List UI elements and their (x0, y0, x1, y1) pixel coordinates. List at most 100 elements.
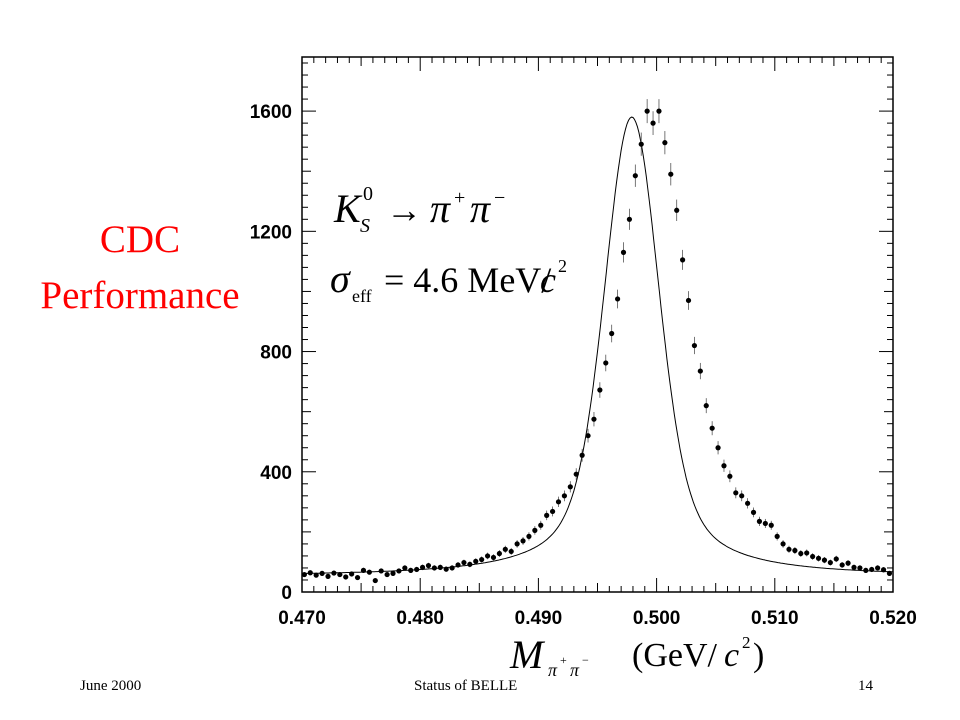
plot-frame (301, 56, 894, 593)
decay-pi-plus: π (430, 186, 451, 231)
data-point (839, 562, 845, 568)
decay-sup: 0 (363, 183, 373, 205)
data-point (603, 360, 609, 366)
data-point (573, 471, 579, 477)
xlabel-units: (GeV/ (632, 637, 718, 674)
data-point (638, 141, 644, 147)
data-point (479, 556, 485, 563)
xlabel-exp: 2 (742, 633, 751, 652)
data-point (520, 538, 526, 544)
data-point (656, 108, 662, 114)
data-point (626, 216, 633, 222)
data-point (437, 564, 443, 570)
data-point (668, 171, 674, 177)
data-point (384, 571, 390, 578)
data-point (496, 550, 502, 557)
sigma-exp: 2 (558, 256, 567, 276)
x-tick-label: 0.520 (869, 608, 917, 629)
data-point (851, 564, 857, 570)
data-point (414, 566, 420, 573)
data-point (857, 565, 863, 571)
data-point (490, 554, 497, 561)
data-point (378, 568, 384, 574)
data-point (721, 463, 727, 469)
data-point (798, 550, 804, 557)
data-point (319, 570, 325, 576)
data-point (845, 560, 851, 566)
data-point (875, 565, 881, 571)
data-point (301, 571, 307, 578)
data-point (680, 257, 686, 263)
axis-ticks (301, 57, 894, 593)
y-tick-label: 1200 (250, 222, 292, 243)
decay-arrow: → (386, 190, 422, 230)
data-point (674, 207, 680, 213)
decay-pi-minus: π (470, 186, 491, 231)
data-point (307, 570, 313, 576)
data-point (644, 108, 650, 114)
resolution-annotation: σ eff = 4.6 MeV/ c 2 (330, 256, 567, 306)
decay-annotation: K 0 S → π + π − (333, 183, 505, 237)
xlabel-pi1: π (548, 660, 558, 680)
data-point (585, 433, 591, 439)
data-point (467, 561, 473, 567)
xlabel-c: c (724, 637, 739, 674)
data-point (880, 567, 887, 573)
decay-plus: + (454, 187, 465, 209)
data-point (756, 518, 763, 524)
data-point (337, 571, 343, 578)
data-point (863, 567, 869, 573)
data-point (632, 173, 638, 179)
data-point (372, 577, 378, 584)
footer-date: June 2000 (80, 678, 142, 694)
data-point (508, 548, 514, 555)
xlabel-pi2: π (570, 660, 580, 680)
decay-minus: − (494, 187, 505, 209)
sigma-symbol: σ (330, 256, 351, 301)
data-point (762, 520, 768, 527)
data-point (662, 140, 668, 146)
data-point (815, 555, 822, 561)
data-point (745, 500, 751, 506)
data-point (455, 562, 461, 568)
data-point (727, 473, 733, 479)
data-point (502, 546, 508, 552)
data-point (780, 541, 786, 547)
data-point (750, 509, 757, 515)
data-point (390, 570, 396, 576)
data-point (650, 120, 656, 126)
data-point (691, 342, 698, 349)
data-point (733, 490, 739, 496)
data-point (609, 330, 615, 337)
data-point (833, 556, 839, 562)
footer-page-number: 14 (858, 678, 873, 694)
data-point (561, 493, 568, 499)
data-point (827, 559, 833, 566)
sigma-sub: eff (352, 286, 372, 306)
data-point (614, 296, 621, 302)
data-point (768, 522, 774, 528)
y-tick-label: 400 (260, 463, 292, 484)
plot-border (301, 56, 894, 593)
footer-title: Status of BELLE (414, 678, 518, 694)
data-point (886, 570, 893, 576)
data-point (325, 573, 331, 579)
data-point (697, 368, 703, 374)
data-point (514, 541, 520, 547)
data-point (331, 570, 337, 576)
data-point (360, 567, 367, 573)
data-point (354, 574, 361, 581)
sigma-value: = 4.6 MeV/ (384, 260, 551, 300)
data-point (703, 403, 709, 409)
data-point (620, 249, 627, 255)
data-point (313, 572, 319, 578)
data-point (408, 567, 414, 573)
data-point (532, 527, 538, 533)
title-line-1: CDC (99, 218, 181, 261)
data-point (786, 546, 792, 552)
xlabel-m: M (509, 632, 546, 677)
sigma-c: c (540, 260, 556, 300)
data-point (419, 564, 426, 570)
data-point (567, 484, 573, 490)
